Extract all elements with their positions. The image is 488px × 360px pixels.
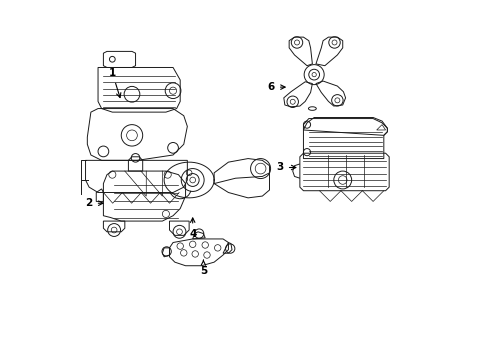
Text: 3: 3 xyxy=(276,162,295,172)
Text: 1: 1 xyxy=(108,68,121,98)
Text: 6: 6 xyxy=(267,82,285,92)
Text: 4: 4 xyxy=(189,218,196,239)
Text: 2: 2 xyxy=(85,198,103,208)
Text: 5: 5 xyxy=(200,260,206,276)
